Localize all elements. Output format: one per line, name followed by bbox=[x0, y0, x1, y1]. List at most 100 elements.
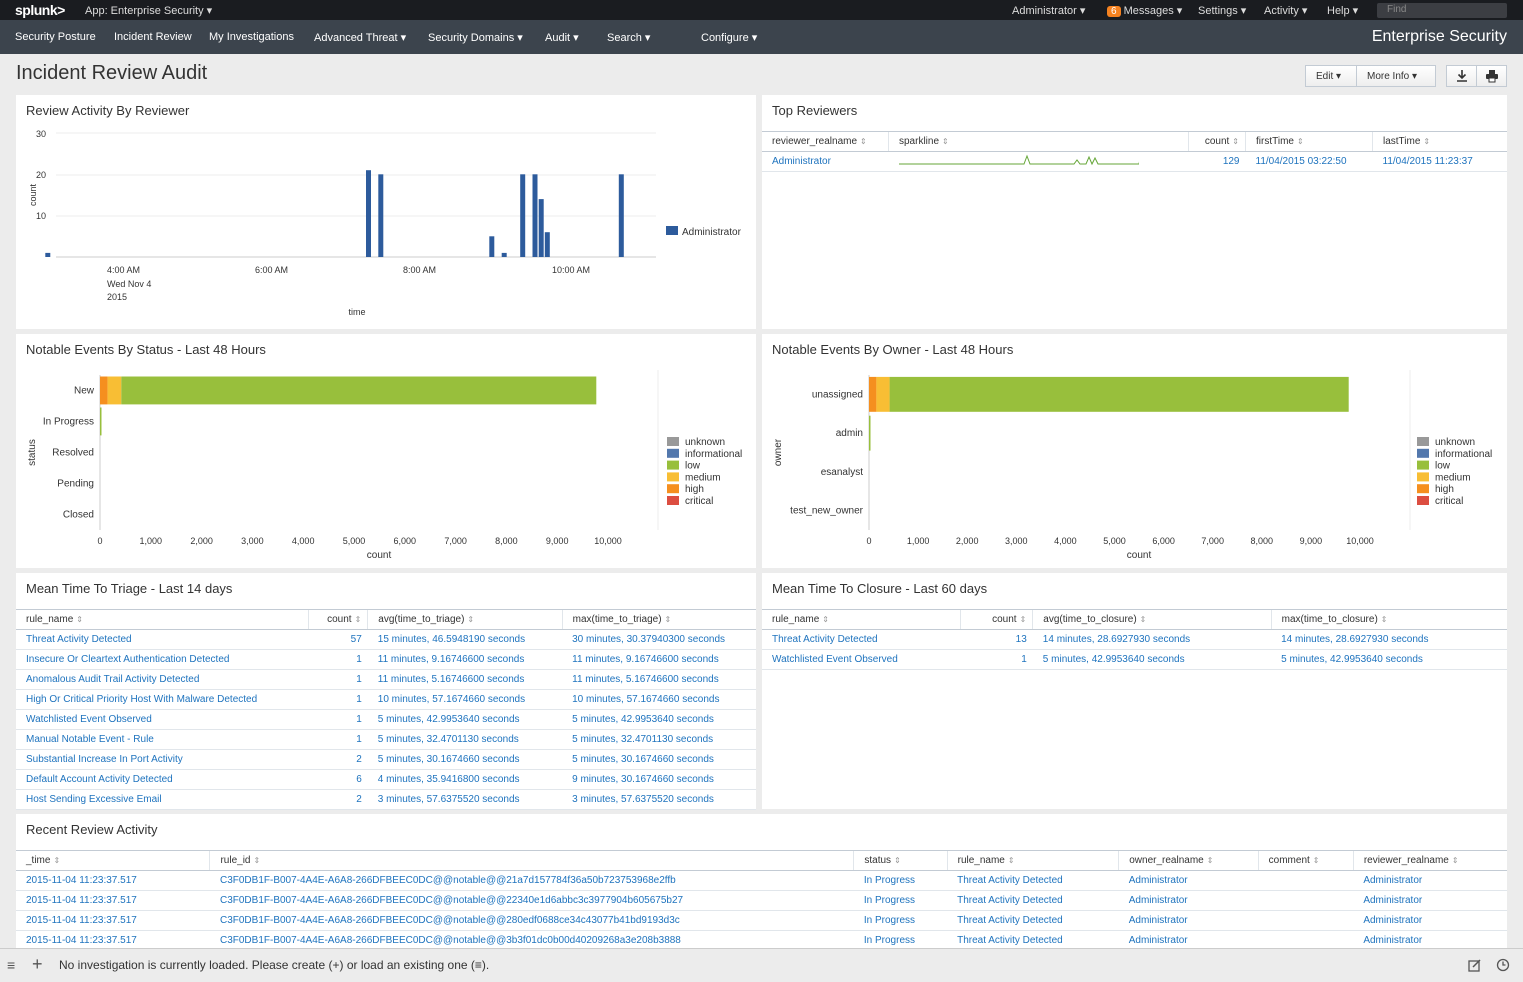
table-cell[interactable] bbox=[1258, 870, 1354, 891]
activity-menu[interactable]: Activity ▾ bbox=[1264, 5, 1308, 17]
help-menu[interactable]: Help ▾ bbox=[1327, 5, 1359, 17]
table-row[interactable]: Default Account Activity Detected 6 4 minu… bbox=[16, 769, 756, 790]
table-cell[interactable]: Watchlisted Event Observed bbox=[762, 649, 960, 670]
legend-label[interactable]: informational bbox=[685, 449, 742, 460]
table-cell[interactable]: Substantial Increase In Port Activity bbox=[16, 749, 309, 770]
chart-bar[interactable] bbox=[378, 174, 384, 257]
table-cell[interactable]: High Or Critical Priority Host With Malw… bbox=[16, 689, 309, 710]
table-cell[interactable]: Threat Activity Detected bbox=[947, 910, 1119, 931]
app-menu[interactable]: App: Enterprise Security ▾ bbox=[85, 5, 213, 17]
table-row[interactable]: Insecure Or Cleartext Authentication Det… bbox=[16, 649, 756, 670]
table-cell[interactable]: Host Sending Excessive Email bbox=[16, 789, 309, 810]
table-cell[interactable]: 11 minutes, 9.16746600 seconds bbox=[562, 649, 756, 670]
column-header[interactable]: max(time_to_triage) ⇕ bbox=[561, 609, 756, 630]
legend-label[interactable]: unknown bbox=[1435, 437, 1475, 448]
table-cell[interactable]: 30 minutes, 30.37940300 seconds bbox=[562, 629, 756, 650]
administrator-menu[interactable]: Administrator ▾ bbox=[1012, 5, 1086, 17]
chart-bar[interactable] bbox=[121, 376, 597, 405]
settings-menu[interactable]: Settings ▾ bbox=[1198, 5, 1247, 17]
table-cell[interactable] bbox=[1258, 930, 1354, 948]
table-cell[interactable]: 1 bbox=[308, 669, 368, 690]
table-cell[interactable]: 1 bbox=[308, 729, 368, 750]
table-row[interactable]: Watchlisted Event Observed 1 5 minutes, 42… bbox=[762, 649, 1507, 670]
table-row[interactable]: 2015-11-04 11:23:37.517 C3F0DB1F-B007-4A4… bbox=[16, 870, 1507, 891]
column-header[interactable]: firstTime ⇕ bbox=[1245, 131, 1373, 152]
chart-bar[interactable] bbox=[618, 174, 624, 257]
column-header[interactable]: sparkline ⇕ bbox=[888, 131, 1189, 152]
table-cell[interactable]: 6 bbox=[308, 769, 368, 790]
table-row[interactable]: Anomalous Audit Trail Activity Detected 1… bbox=[16, 669, 756, 690]
chart-bar[interactable] bbox=[100, 376, 108, 405]
table-cell[interactable]: Administrator bbox=[1353, 930, 1507, 948]
nav-my-investigations[interactable]: My Investigations bbox=[209, 31, 294, 43]
chart-bar[interactable] bbox=[520, 174, 526, 257]
table-cell[interactable]: C3F0DB1F-B007-4A4E-A6A8-266DFBEEC0DC@@no… bbox=[209, 930, 854, 948]
column-header[interactable]: rule_name ⇕ bbox=[16, 609, 309, 630]
table-cell[interactable]: 5 minutes, 32.4701130 seconds bbox=[367, 729, 563, 750]
nav-security-posture[interactable]: Security Posture bbox=[15, 31, 96, 43]
table-cell[interactable]: Anomalous Audit Trail Activity Detected bbox=[16, 669, 309, 690]
table-cell[interactable]: 10 minutes, 57.1674660 seconds bbox=[562, 689, 756, 710]
table-cell[interactable]: 5 minutes, 42.9953640 seconds bbox=[1271, 649, 1507, 670]
table-cell[interactable]: 57 bbox=[308, 629, 368, 650]
table-cell[interactable]: In Progress bbox=[853, 870, 948, 891]
chart-bar[interactable] bbox=[489, 236, 495, 257]
column-header[interactable]: rule_name ⇕ bbox=[946, 850, 1119, 871]
nav-advanced-threat[interactable]: Advanced Threat ▾ bbox=[314, 32, 407, 44]
table-cell[interactable]: Threat Activity Detected bbox=[16, 629, 309, 650]
chart-bar[interactable] bbox=[869, 376, 877, 412]
column-header[interactable]: max(time_to_closure) ⇕ bbox=[1270, 609, 1507, 630]
table-cell[interactable]: Administrator bbox=[1118, 910, 1259, 931]
table-cell[interactable]: Administrator bbox=[762, 151, 889, 172]
column-header[interactable]: avg(time_to_triage) ⇕ bbox=[367, 609, 563, 630]
more-info-button[interactable]: More Info ▾ bbox=[1356, 65, 1436, 87]
table-row[interactable]: Host Sending Excessive Email 2 3 minutes, … bbox=[16, 789, 756, 810]
table-cell[interactable]: Manual Notable Event - Rule bbox=[16, 729, 309, 750]
table-cell[interactable]: In Progress bbox=[853, 890, 948, 911]
column-header[interactable]: rule_id ⇕ bbox=[209, 850, 854, 871]
table-cell[interactable]: Threat Activity Detected bbox=[762, 629, 960, 650]
legend-label[interactable]: critical bbox=[1435, 496, 1463, 507]
table-cell[interactable]: 1 bbox=[308, 709, 368, 730]
table-cell[interactable]: Administrator bbox=[1118, 870, 1259, 891]
table-cell[interactable]: 5 minutes, 42.9953640 seconds bbox=[562, 709, 756, 730]
chart-bar[interactable] bbox=[544, 232, 550, 257]
table-cell[interactable]: 3 minutes, 57.6375520 seconds bbox=[367, 789, 563, 810]
table-row[interactable]: Substantial Increase In Port Activity 2 5 … bbox=[16, 749, 756, 770]
table-cell[interactable]: 11 minutes, 5.16746600 seconds bbox=[367, 669, 563, 690]
column-header[interactable]: reviewer_realname ⇕ bbox=[762, 131, 889, 152]
table-cell[interactable]: 2015-11-04 11:23:37.517 bbox=[16, 890, 210, 911]
table-cell[interactable]: 3 minutes, 57.6375520 seconds bbox=[562, 789, 756, 810]
nav-configure[interactable]: Configure ▾ bbox=[701, 32, 758, 44]
nav-security-domains[interactable]: Security Domains ▾ bbox=[428, 32, 523, 44]
column-header[interactable]: status ⇕ bbox=[853, 850, 948, 871]
legend-label[interactable]: low bbox=[1435, 461, 1451, 472]
chart-bar[interactable] bbox=[501, 252, 507, 257]
table-cell[interactable]: 14 minutes, 28.6927930 seconds bbox=[1032, 629, 1272, 650]
legend-label[interactable]: unknown bbox=[685, 437, 725, 448]
column-header[interactable]: comment ⇕ bbox=[1257, 850, 1354, 871]
table-cell[interactable]: 5 minutes, 30.1674660 seconds bbox=[367, 749, 563, 770]
table-cell[interactable]: 5 minutes, 42.9953640 seconds bbox=[367, 709, 563, 730]
table-cell[interactable]: 2 bbox=[308, 749, 368, 770]
table-cell[interactable]: C3F0DB1F-B007-4A4E-A6A8-266DFBEEC0DC@@no… bbox=[209, 890, 854, 911]
legend-label[interactable]: critical bbox=[685, 496, 713, 507]
table-row[interactable]: Threat Activity Detected 57 15 minutes, 46… bbox=[16, 629, 756, 650]
nav-audit[interactable]: Audit ▾ bbox=[545, 32, 579, 44]
table-cell[interactable]: Default Account Activity Detected bbox=[16, 769, 309, 790]
table-cell[interactable]: 4 minutes, 35.9416800 seconds bbox=[367, 769, 563, 790]
table-cell[interactable]: In Progress bbox=[853, 930, 948, 948]
legend-label[interactable]: low bbox=[685, 461, 701, 472]
table-cell[interactable]: 11 minutes, 9.16746600 seconds bbox=[367, 649, 563, 670]
legend-label[interactable]: high bbox=[685, 484, 704, 495]
table-cell[interactable]: 2015-11-04 11:23:37.517 bbox=[16, 870, 210, 891]
legend-label[interactable]: medium bbox=[1435, 472, 1471, 483]
table-cell[interactable]: 11 minutes, 5.16746600 seconds bbox=[562, 669, 756, 690]
table-row[interactable]: Threat Activity Detected 13 14 minutes, 28… bbox=[762, 629, 1507, 650]
table-cell[interactable]: 2015-11-04 11:23:37.517 bbox=[16, 930, 210, 948]
table-row[interactable]: Administrator 129 11/04/2015 03:22:50 11… bbox=[762, 151, 1507, 172]
table-cell[interactable] bbox=[1258, 910, 1354, 931]
table-cell[interactable]: 11/04/2015 11:23:37 bbox=[1372, 151, 1507, 172]
table-cell[interactable]: Administrator bbox=[1353, 910, 1507, 931]
table-cell[interactable]: 9 minutes, 30.1674660 seconds bbox=[562, 769, 756, 790]
